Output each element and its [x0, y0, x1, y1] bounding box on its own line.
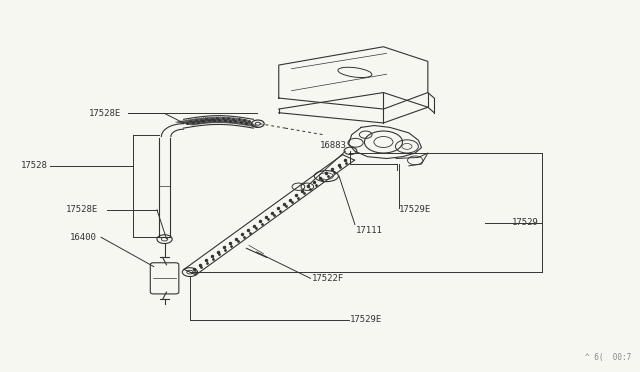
Text: 16400: 16400 — [69, 233, 96, 242]
Text: 17529: 17529 — [512, 218, 539, 227]
Text: 17528: 17528 — [20, 161, 47, 170]
Text: 17529E: 17529E — [350, 315, 382, 324]
Text: 17528E: 17528E — [66, 205, 99, 214]
Text: ^ 6(  00:7: ^ 6( 00:7 — [584, 353, 631, 362]
Text: 17528E: 17528E — [88, 109, 121, 118]
Text: 17111: 17111 — [356, 225, 383, 235]
Text: 17529E: 17529E — [399, 205, 431, 214]
Text: 17522F: 17522F — [312, 274, 344, 283]
Text: 16883: 16883 — [320, 141, 347, 150]
